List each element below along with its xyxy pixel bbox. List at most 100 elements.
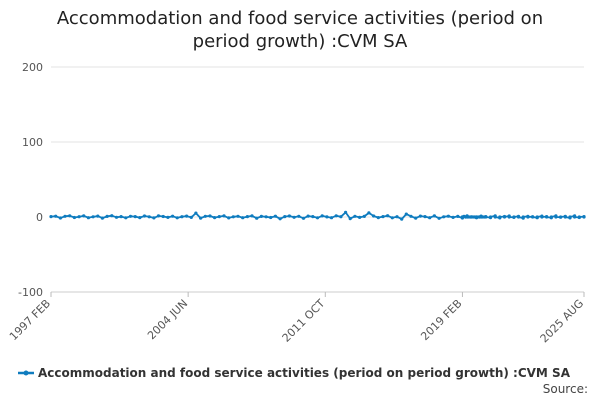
data-point[interactable]: [353, 214, 357, 218]
data-point[interactable]: [133, 215, 137, 219]
data-point[interactable]: [119, 215, 123, 219]
data-point[interactable]: [161, 214, 165, 219]
data-point[interactable]: [516, 215, 521, 219]
data-point[interactable]: [526, 215, 530, 219]
data-point[interactable]: [348, 217, 352, 221]
data-point[interactable]: [432, 214, 436, 218]
data-point[interactable]: [577, 215, 581, 219]
data-point[interactable]: [535, 215, 539, 219]
data-point[interactable]: [442, 215, 446, 219]
data-point[interactable]: [96, 214, 100, 218]
data-point[interactable]: [488, 215, 493, 219]
data-point[interactable]: [563, 215, 567, 219]
data-point[interactable]: [269, 215, 273, 220]
data-point[interactable]: [278, 217, 282, 221]
data-point[interactable]: [250, 214, 254, 218]
data-point[interactable]: [334, 214, 338, 218]
data-point[interactable]: [301, 216, 306, 220]
data-point[interactable]: [217, 215, 221, 219]
data-point[interactable]: [512, 215, 516, 219]
data-point[interactable]: [245, 215, 249, 219]
data-point[interactable]: [315, 216, 320, 220]
data-point[interactable]: [493, 215, 497, 219]
data-point[interactable]: [437, 216, 441, 220]
data-point[interactable]: [376, 216, 380, 220]
data-point[interactable]: [423, 215, 427, 219]
data-point[interactable]: [255, 216, 259, 220]
data-point[interactable]: [329, 216, 334, 220]
data-point[interactable]: [549, 215, 553, 219]
data-point[interactable]: [203, 214, 207, 218]
data-point[interactable]: [362, 214, 366, 218]
data-point[interactable]: [344, 210, 348, 214]
data-point[interactable]: [68, 214, 72, 218]
data-point[interactable]: [287, 214, 291, 218]
data-point[interactable]: [568, 215, 572, 219]
data-point[interactable]: [208, 214, 212, 218]
data-point[interactable]: [138, 216, 142, 220]
data-point[interactable]: [128, 214, 133, 218]
data-point[interactable]: [502, 215, 507, 219]
data-point[interactable]: [100, 216, 104, 220]
data-point[interactable]: [320, 214, 324, 218]
data-point[interactable]: [381, 215, 385, 219]
data-point[interactable]: [395, 215, 399, 219]
data-point[interactable]: [273, 214, 277, 218]
data-point[interactable]: [521, 215, 525, 219]
data-point[interactable]: [545, 215, 549, 219]
data-point[interactable]: [91, 215, 95, 219]
legend[interactable]: Accommodation and food service activitie…: [18, 366, 571, 380]
data-point[interactable]: [58, 216, 63, 220]
data-point[interactable]: [236, 214, 240, 218]
data-point[interactable]: [49, 215, 53, 219]
data-point[interactable]: [306, 214, 310, 218]
data-point[interactable]: [456, 214, 460, 218]
data-point[interactable]: [231, 215, 235, 219]
data-point[interactable]: [418, 214, 422, 218]
data-point[interactable]: [367, 211, 371, 215]
data-point[interactable]: [114, 215, 119, 219]
data-point[interactable]: [386, 214, 390, 218]
data-point[interactable]: [573, 215, 577, 219]
data-point[interactable]: [152, 216, 156, 220]
data-point[interactable]: [199, 216, 203, 220]
data-point[interactable]: [171, 214, 175, 218]
data-point[interactable]: [105, 214, 109, 218]
data-point[interactable]: [498, 215, 502, 219]
data-point[interactable]: [241, 216, 245, 220]
data-point[interactable]: [484, 215, 488, 219]
data-point[interactable]: [156, 214, 161, 218]
data-point[interactable]: [531, 215, 535, 219]
data-point[interactable]: [559, 215, 563, 219]
data-point[interactable]: [124, 216, 128, 220]
data-point[interactable]: [175, 216, 179, 220]
data-point[interactable]: [264, 215, 268, 219]
data-point[interactable]: [222, 214, 226, 218]
data-point[interactable]: [142, 214, 147, 218]
data-point[interactable]: [194, 211, 198, 215]
data-point[interactable]: [213, 216, 217, 220]
data-point[interactable]: [82, 214, 86, 218]
data-point[interactable]: [582, 215, 586, 219]
data-point[interactable]: [166, 215, 170, 219]
data-point[interactable]: [339, 215, 343, 219]
data-point[interactable]: [390, 216, 394, 220]
data-point[interactable]: [63, 214, 67, 218]
data-point[interactable]: [414, 216, 418, 220]
data-point[interactable]: [358, 215, 362, 219]
data-point[interactable]: [451, 215, 455, 219]
data-point[interactable]: [540, 215, 544, 219]
data-point[interactable]: [227, 216, 231, 220]
data-point[interactable]: [147, 215, 151, 219]
data-point[interactable]: [325, 215, 329, 219]
data-point[interactable]: [311, 215, 315, 219]
data-point[interactable]: [507, 215, 511, 219]
data-point[interactable]: [400, 217, 404, 221]
data-point[interactable]: [180, 215, 184, 219]
data-point[interactable]: [292, 215, 296, 219]
data-point[interactable]: [283, 215, 287, 219]
data-point[interactable]: [110, 214, 114, 218]
data-point[interactable]: [72, 215, 76, 220]
data-point[interactable]: [185, 214, 189, 218]
data-point[interactable]: [428, 216, 432, 220]
